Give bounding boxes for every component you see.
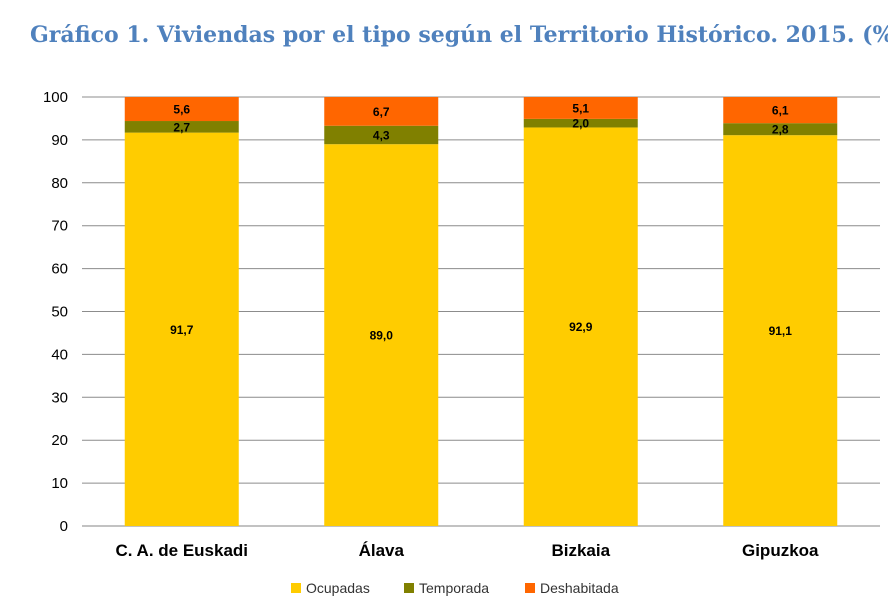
y-tick-label: 40 [51, 346, 68, 363]
bar-ocupadas-1 [324, 144, 439, 526]
bar-temporada-3 [723, 123, 838, 136]
data-label: 6,7 [373, 105, 390, 119]
bars [124, 97, 838, 527]
legend-swatch [404, 583, 414, 593]
bar-deshabitada-2 [523, 97, 638, 119]
legend-label: Temporada [419, 580, 489, 596]
data-label: 4,3 [373, 128, 390, 142]
y-tick-label: 10 [51, 475, 68, 492]
bar-ocupadas-0 [124, 132, 239, 526]
bar-deshabitada-1 [324, 97, 439, 126]
bar-temporada-0 [124, 121, 239, 133]
data-label: 2,8 [772, 123, 789, 137]
legend-item-temporada[interactable]: Temporada [404, 580, 489, 596]
bar-deshabitada-3 [723, 97, 838, 124]
y-tick-label: 100 [43, 89, 68, 106]
y-tick-label: 30 [51, 389, 68, 406]
legend-label: Ocupadas [306, 580, 370, 596]
chart-title: Gráfico 1. Viviendas por el tipo según e… [30, 22, 888, 48]
data-label: 92,9 [569, 320, 593, 334]
legend-swatch [291, 583, 301, 593]
legend[interactable]: Ocupadas Temporada Deshabitada [291, 580, 619, 596]
y-tick-label: 90 [51, 132, 68, 149]
legend-label: Deshabitada [540, 580, 619, 596]
data-label: 6,1 [772, 104, 789, 118]
y-tick-label: 80 [51, 175, 68, 192]
data-label: 5,6 [173, 103, 190, 117]
y-tick-label: 0 [60, 518, 68, 535]
bar-temporada-1 [324, 125, 439, 145]
y-tick-label: 50 [51, 304, 68, 321]
y-tick-label: 70 [51, 218, 68, 235]
legend-item-ocupadas[interactable]: Ocupadas [291, 580, 370, 596]
data-label: 91,7 [170, 323, 194, 337]
legend-item-deshabitada[interactable]: Deshabitada [525, 580, 619, 596]
bar-ocupadas-3 [723, 135, 838, 526]
x-tick-label: Bizkaia [551, 541, 610, 560]
data-labels: 91,7 2,7 5,6 89,0 4,3 6,7 92,9 2,0 5,1 91,1 2,8 6,1 [170, 101, 792, 342]
x-axis: C. A. de Euskadi Álava Bizkaia Gipuzkoa [115, 541, 819, 560]
bar-temporada-2 [523, 118, 638, 128]
data-label: 2,0 [572, 117, 589, 131]
y-tick-label: 20 [51, 432, 68, 449]
x-tick-label: Gipuzkoa [742, 541, 819, 560]
x-tick-label: C. A. de Euskadi [115, 541, 248, 560]
y-tick-label: 60 [51, 261, 68, 278]
legend-swatch [525, 583, 535, 593]
bar-deshabitada-0 [124, 97, 239, 122]
data-label: 5,1 [572, 101, 589, 115]
x-tick-label: Álava [359, 541, 405, 560]
data-label: 91,1 [769, 324, 793, 338]
data-label: 89,0 [370, 329, 394, 343]
y-axis: 0 10 20 30 40 50 60 70 80 90 100 [43, 89, 68, 535]
data-label: 2,7 [173, 120, 190, 134]
bar-ocupadas-2 [523, 127, 638, 527]
